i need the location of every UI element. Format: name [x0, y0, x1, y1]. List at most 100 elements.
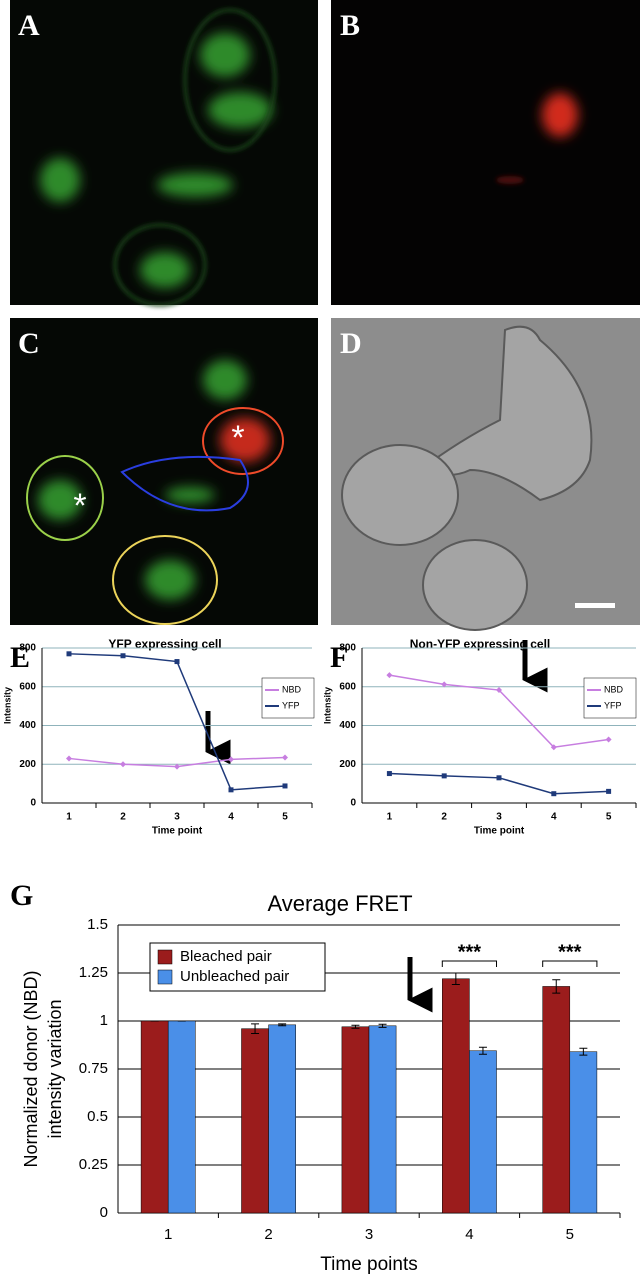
image-d: [331, 318, 640, 631]
significance-bracket: [542, 960, 598, 967]
bar: [241, 1028, 269, 1214]
error-bar: [251, 1023, 260, 1034]
panel-label: G: [10, 879, 33, 912]
y-tick-label: 1: [100, 1012, 108, 1029]
image-b: [331, 0, 640, 305]
series-line: [389, 674, 609, 748]
error-bar: [278, 1023, 287, 1027]
y-tick-label: 0: [350, 798, 356, 809]
marker: [441, 681, 448, 688]
y-axis-label: intensity variation: [45, 999, 65, 1138]
x-tick-label: 3: [365, 1226, 373, 1243]
chart-title: Non-YFP expressing cell: [410, 637, 551, 651]
bar: [569, 1051, 598, 1214]
legend-label: Bleached pair: [180, 948, 272, 965]
panel-label: F: [330, 641, 348, 674]
error-bar: [351, 1024, 360, 1029]
x-tick-label: 2: [120, 812, 126, 823]
panel-label: E: [10, 641, 30, 674]
legend-box: [261, 677, 315, 719]
legend-label: Unbleached pair: [180, 968, 289, 985]
y-tick-label: 200: [19, 759, 36, 770]
x-axis-label: Time point: [474, 826, 525, 837]
x-tick-label: 4: [465, 1226, 473, 1243]
y-tick-label: 800: [19, 643, 36, 654]
y-tick-label: 0: [30, 798, 36, 809]
bar: [442, 978, 470, 1214]
bar: [368, 1025, 397, 1214]
y-axis-label: Intensity: [2, 687, 12, 724]
marker: [605, 736, 612, 743]
y-tick-label: 400: [19, 720, 36, 731]
legend-box: [583, 677, 637, 719]
x-tick-label: 1: [387, 812, 393, 823]
error-bar: [451, 972, 460, 986]
significance: ***: [458, 941, 482, 963]
marker: [174, 763, 180, 770]
bar: [167, 1020, 196, 1214]
bar: [542, 986, 571, 1214]
y-tick-label: 1.5: [87, 916, 108, 933]
marker: [66, 651, 72, 657]
marker: [228, 756, 234, 763]
y-axis-label: Normalized donor (NBD): [21, 970, 41, 1167]
legend-box: [149, 942, 326, 992]
legend-label: NBD: [282, 684, 302, 694]
x-tick-label: 3: [174, 812, 180, 823]
x-tick-label: 2: [441, 812, 447, 823]
y-tick-label: 200: [339, 759, 356, 770]
bar: [341, 1026, 370, 1214]
x-tick-label: 1: [66, 812, 72, 823]
x-tick-label: 1: [164, 1226, 172, 1243]
error-bar: [478, 1046, 487, 1055]
panel-label: D: [340, 327, 362, 360]
error-bar: [552, 979, 561, 994]
image-a: [10, 0, 318, 307]
x-tick-label: 4: [551, 812, 557, 823]
y-tick-label: 0.5: [87, 1108, 108, 1125]
significance: ***: [558, 941, 582, 963]
legend-swatch: [157, 969, 173, 985]
y-tick-label: 800: [339, 643, 356, 654]
significance-bracket: [441, 960, 498, 967]
marker: [551, 791, 557, 797]
bar: [140, 1020, 169, 1214]
x-axis-label: Time points: [320, 1254, 418, 1275]
marker: [441, 773, 447, 779]
y-tick-label: 0.75: [79, 1060, 108, 1077]
svg-text:*: *: [73, 487, 86, 525]
error-bar: [378, 1023, 387, 1028]
legend-label: YFP: [282, 700, 300, 710]
marker: [386, 672, 393, 679]
image-c: * *: [10, 318, 318, 625]
bar: [469, 1050, 497, 1214]
panel-label: C: [18, 327, 40, 360]
y-tick-label: 400: [339, 720, 356, 731]
y-tick-label: 1.25: [79, 964, 108, 981]
marker: [228, 787, 234, 793]
chart-title: Average FRET: [267, 891, 412, 916]
marker: [386, 771, 392, 777]
chart-title: YFP expressing cell: [108, 637, 221, 651]
marker: [496, 775, 502, 781]
y-tick-label: 0: [100, 1204, 108, 1221]
marker: [282, 783, 288, 789]
error-bar: [579, 1047, 588, 1056]
y-axis-label: Intensity: [322, 687, 332, 724]
marker: [66, 755, 72, 762]
y-tick-label: 0.25: [79, 1156, 108, 1173]
x-axis-label: Time point: [152, 826, 203, 837]
svg-text:*: *: [231, 419, 244, 457]
x-tick-label: 2: [264, 1226, 272, 1243]
marker: [550, 744, 557, 751]
panel-label: B: [340, 9, 360, 42]
panel-label: A: [18, 9, 40, 42]
x-tick-label: 3: [496, 812, 502, 823]
marker: [174, 659, 180, 665]
marker: [282, 754, 288, 761]
marker: [496, 687, 502, 694]
marker: [120, 761, 126, 768]
x-tick-label: 5: [606, 812, 612, 823]
legend-swatch: [157, 949, 173, 965]
